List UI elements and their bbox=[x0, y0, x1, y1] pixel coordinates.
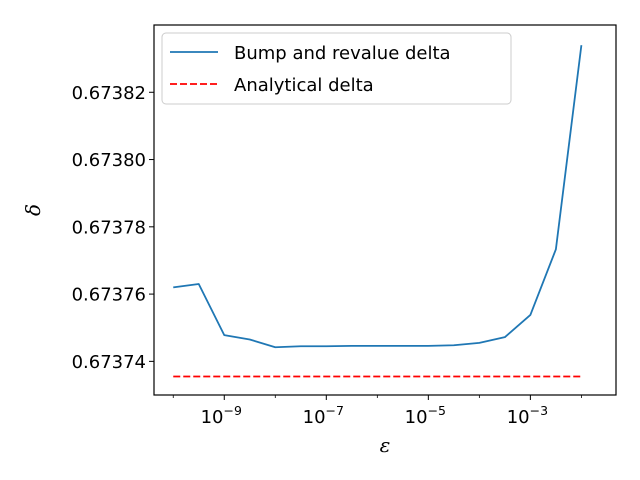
x-tick-label: 10−5 bbox=[405, 403, 446, 428]
y-tick-label: 0.67376 bbox=[72, 285, 146, 306]
y-tick-label: 0.67374 bbox=[72, 352, 146, 373]
legend-label-bump: Bump and revalue delta bbox=[234, 43, 451, 64]
plot-area bbox=[173, 45, 583, 378]
legend: Bump and revalue delta Analytical delta bbox=[161, 32, 512, 105]
axes-frame bbox=[153, 24, 617, 396]
legend-box bbox=[161, 32, 512, 105]
ticks: 0.67374 0.67376 0.67378 0.67380 0.67382 10−9 1… bbox=[72, 83, 582, 428]
series-line-bump bbox=[173, 45, 583, 349]
y-tick-label: 0.67380 bbox=[72, 150, 146, 171]
y-axis-label: δ bbox=[21, 204, 45, 216]
y-tick-label: 0.67378 bbox=[72, 217, 146, 238]
legend-label-analytical: Analytical delta bbox=[234, 75, 374, 96]
x-axis-label: ε bbox=[380, 433, 391, 457]
y-tick-label: 0.67382 bbox=[72, 83, 146, 104]
x-tick-label: 10−7 bbox=[303, 403, 344, 428]
x-tick-label: 10−9 bbox=[201, 403, 242, 428]
x-tick-label: 10−3 bbox=[507, 403, 548, 428]
